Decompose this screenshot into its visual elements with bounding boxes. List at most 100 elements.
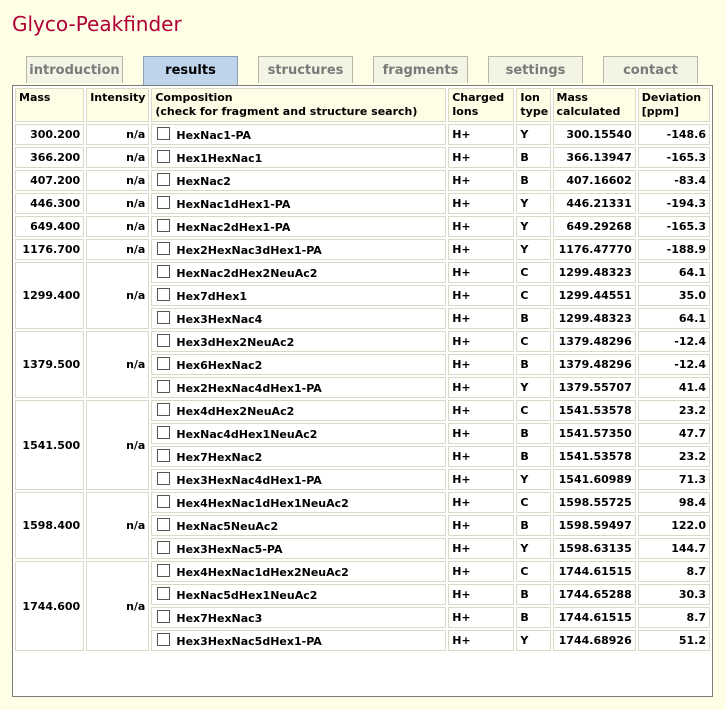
- composition-label: HexNac2: [176, 175, 231, 188]
- ion-type-cell: B: [516, 584, 551, 605]
- composition-cell: Hex3HexNac5-PA: [151, 538, 447, 559]
- charged-ions-cell: H+: [448, 147, 515, 168]
- deviation-cell: -194.3: [637, 193, 710, 214]
- deviation-cell: 64.1: [637, 262, 710, 283]
- intensity-cell: n/a: [86, 216, 150, 237]
- charged-ions-cell: H+: [448, 538, 515, 559]
- composition-checkbox[interactable]: [157, 265, 171, 278]
- composition-label: Hex3HexNac5dHex1-PA: [176, 635, 322, 648]
- tab-fragments[interactable]: fragments: [373, 56, 468, 83]
- intensity-cell: n/a: [86, 262, 150, 329]
- composition-checkbox[interactable]: [157, 380, 171, 393]
- composition-checkbox[interactable]: [157, 242, 171, 255]
- composition-checkbox[interactable]: [157, 173, 171, 186]
- composition-cell: Hex1HexNac1: [151, 147, 447, 168]
- charged-ions-cell: H+: [448, 193, 515, 214]
- mass-cell: 649.400: [15, 216, 85, 237]
- results-panel: Mass Intensity Composition (check for fra…: [12, 85, 713, 697]
- composition-label: Hex7HexNac2: [176, 451, 263, 464]
- composition-checkbox[interactable]: [157, 633, 171, 646]
- tab-contact[interactable]: contact: [603, 56, 698, 83]
- ion-type-cell: C: [516, 400, 551, 421]
- composition-label: HexNac2dHex1-PA: [176, 221, 291, 234]
- mass-cell: 1744.600: [15, 561, 85, 651]
- mass-cell: 366.200: [15, 147, 85, 168]
- mass-calculated-cell: 366.13947: [552, 147, 636, 168]
- mass-calculated-cell: 300.15540: [552, 124, 636, 145]
- table-row: 407.200 n/a HexNac2 H+ B 407.16602 -83.4: [15, 170, 710, 191]
- deviation-cell: -165.3: [637, 147, 710, 168]
- tab-results[interactable]: results: [143, 56, 238, 85]
- deviation-cell: 23.2: [637, 446, 710, 467]
- mass-calculated-cell: 1598.59497: [552, 515, 636, 536]
- deviation-cell: -12.4: [637, 354, 710, 375]
- tab-introduction[interactable]: introduction: [26, 56, 123, 83]
- composition-checkbox[interactable]: [157, 472, 171, 485]
- composition-checkbox[interactable]: [157, 219, 171, 232]
- charged-ions-cell: H+: [448, 607, 515, 628]
- ion-type-cell: B: [516, 446, 551, 467]
- composition-checkbox[interactable]: [157, 541, 171, 554]
- header-intensity: Intensity: [86, 88, 150, 122]
- mass-calculated-cell: 1744.61515: [552, 607, 636, 628]
- table-row: 1598.400 n/a Hex4HexNac1dHex1NeuAc2 H+ C 1598…: [15, 492, 710, 559]
- composition-checkbox[interactable]: [157, 587, 171, 600]
- composition-checkbox[interactable]: [157, 449, 171, 462]
- composition-checkbox[interactable]: [157, 196, 171, 209]
- composition-checkbox[interactable]: [157, 150, 171, 163]
- composition-checkbox[interactable]: [157, 311, 171, 324]
- table-row: Hex2HexNac4dHex1-PA H+ Y 1379.55707 41.4: [15, 377, 710, 398]
- composition-checkbox[interactable]: [157, 495, 171, 508]
- deviation-cell: -12.4: [637, 331, 710, 352]
- ion-type-cell: C: [516, 331, 551, 352]
- table-row: 366.200 n/a Hex1HexNac1 H+ B 366.13947 -165.3: [15, 147, 710, 168]
- deviation-cell: 23.2: [637, 400, 710, 421]
- composition-checkbox[interactable]: [157, 610, 171, 623]
- composition-checkbox[interactable]: [157, 127, 171, 140]
- mass-calculated-cell: 1379.48296: [552, 331, 636, 352]
- composition-cell: Hex6HexNac2: [151, 354, 447, 375]
- charged-ions-cell: H+: [448, 561, 515, 582]
- composition-checkbox[interactable]: [157, 334, 171, 347]
- header-charged-ions: Charged Ions: [448, 88, 515, 122]
- composition-checkbox[interactable]: [157, 357, 171, 370]
- composition-checkbox[interactable]: [157, 564, 171, 577]
- ion-type-cell: Y: [516, 538, 551, 559]
- charged-ions-cell: H+: [448, 584, 515, 605]
- table-row: Hex6HexNac2 H+ B 1379.48296 -12.4: [15, 354, 710, 375]
- mass-calculated-cell: 1744.68926: [552, 630, 636, 651]
- composition-label: Hex4dHex2NeuAc2: [176, 405, 295, 418]
- table-row: HexNac5dHex1NeuAc2 H+ B 1744.65288 30.3: [15, 584, 710, 605]
- ion-type-cell: C: [516, 285, 551, 306]
- composition-cell: HexNac5dHex1NeuAc2: [151, 584, 447, 605]
- mass-cell: 300.200: [15, 124, 85, 145]
- results-body: 300.200 n/a HexNac1-PA H+ Y 300.15540 -148.6 36…: [15, 124, 710, 651]
- composition-checkbox[interactable]: [157, 288, 171, 301]
- ion-type-cell: Y: [516, 193, 551, 214]
- mass-calculated-cell: 1176.47770: [552, 239, 636, 260]
- charged-ions-cell: H+: [448, 515, 515, 536]
- ion-type-cell: C: [516, 492, 551, 513]
- tab-structures[interactable]: structures: [258, 56, 353, 83]
- composition-cell: HexNac4dHex1NeuAc2: [151, 423, 447, 444]
- header-mass: Mass: [15, 88, 85, 122]
- composition-checkbox[interactable]: [157, 403, 171, 416]
- table-row: Hex3HexNac5dHex1-PA H+ Y 1744.68926 51.2: [15, 630, 710, 651]
- composition-label: Hex3dHex2NeuAc2: [176, 336, 295, 349]
- composition-label: Hex1HexNac1: [176, 152, 263, 165]
- intensity-cell: n/a: [86, 492, 150, 559]
- mass-calculated-cell: 446.21331: [552, 193, 636, 214]
- composition-checkbox[interactable]: [157, 426, 171, 439]
- composition-label: Hex3HexNac4: [176, 313, 263, 326]
- tab-settings[interactable]: settings: [488, 56, 583, 83]
- header-mass-calculated: Mass calculated: [552, 88, 636, 122]
- mass-cell: 1541.500: [15, 400, 85, 490]
- composition-cell: Hex7HexNac3: [151, 607, 447, 628]
- table-row: 1176.700 n/a Hex2HexNac3dHex1-PA H+ Y 1176.47…: [15, 239, 710, 260]
- composition-label: Hex7HexNac3: [176, 612, 263, 625]
- deviation-cell: 71.3: [637, 469, 710, 490]
- table-row: Hex7HexNac2 H+ B 1541.53578 23.2: [15, 446, 710, 467]
- composition-cell: Hex2HexNac4dHex1-PA: [151, 377, 447, 398]
- composition-checkbox[interactable]: [157, 518, 171, 531]
- charged-ions-cell: H+: [448, 239, 515, 260]
